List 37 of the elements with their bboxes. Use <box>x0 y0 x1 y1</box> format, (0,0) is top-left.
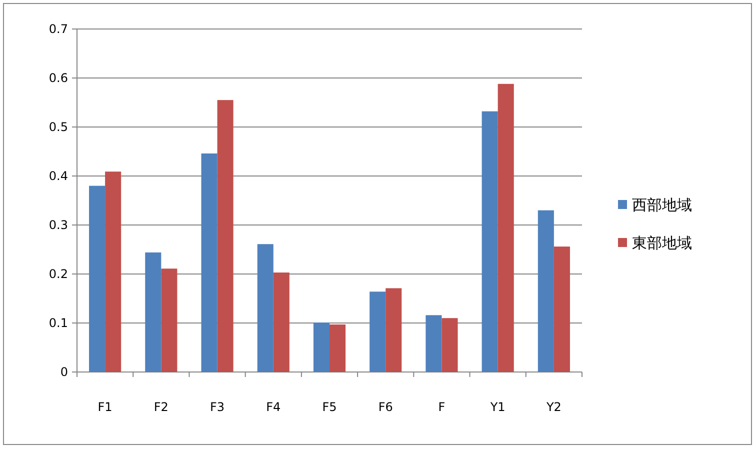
x-tick-label: Y1 <box>489 400 506 414</box>
x-tick-label: F1 <box>98 400 112 414</box>
bar <box>554 246 570 372</box>
bar <box>201 153 218 372</box>
x-tick-label: F4 <box>266 400 281 414</box>
x-tick-label: F2 <box>154 400 168 414</box>
y-tick-label: 0.3 <box>48 218 68 232</box>
bar <box>161 268 178 372</box>
y-tick-label: 0 <box>60 365 68 379</box>
bar <box>313 322 330 372</box>
legend-label: 東部地域 <box>632 234 692 252</box>
bar <box>498 84 514 372</box>
x-tick-label: F3 <box>210 400 225 414</box>
bar <box>442 318 458 372</box>
bar <box>482 111 498 372</box>
legend-label: 西部地域 <box>632 196 692 214</box>
x-tick-label: F <box>438 400 446 414</box>
bar <box>89 186 106 372</box>
x-tick-label: Y2 <box>545 400 562 414</box>
y-tick-label: 0.4 <box>48 169 68 183</box>
bar <box>145 252 162 372</box>
bar <box>217 100 234 372</box>
y-tick-label: 0.6 <box>48 71 68 85</box>
bar <box>426 315 442 372</box>
bar <box>273 272 290 372</box>
bar <box>105 172 122 372</box>
bar <box>538 210 554 372</box>
bar <box>386 288 402 372</box>
bar <box>370 292 386 372</box>
y-tick-label: 0.1 <box>48 316 68 330</box>
y-tick-label: 0.7 <box>48 22 68 36</box>
bar <box>330 324 346 372</box>
x-tick-label: F6 <box>378 400 393 414</box>
y-tick-label: 0.5 <box>48 120 68 134</box>
y-tick-label: 0.2 <box>48 267 68 281</box>
bar <box>257 244 274 372</box>
x-tick-label: F5 <box>322 400 337 414</box>
